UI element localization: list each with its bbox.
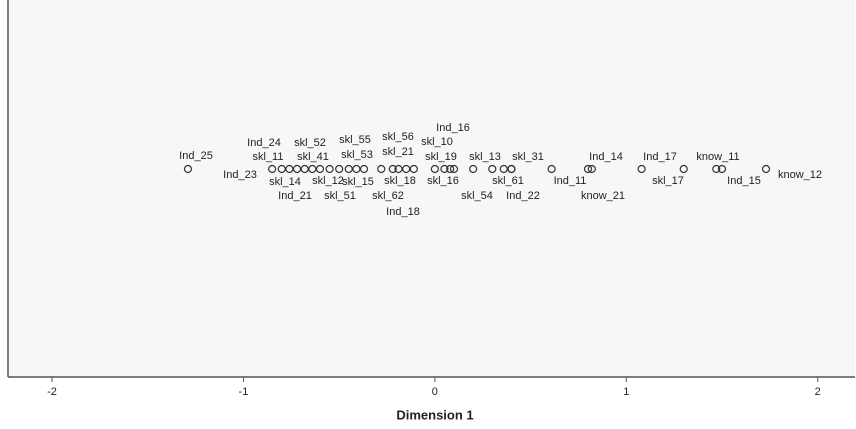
point-label: skl_16 [427, 175, 459, 187]
point-label: Ind_18 [386, 206, 420, 218]
point-label: Ind_16 [436, 122, 470, 134]
point-label: skl_12 [312, 175, 344, 187]
point-label: know_11 [696, 151, 739, 163]
point-label: Ind_14 [589, 151, 623, 163]
x-axis-title: Dimension 1 [396, 407, 473, 422]
x-tick-label: -1 [239, 386, 249, 398]
point-label: skl_11 [253, 151, 284, 163]
point-label: skl_41 [297, 151, 329, 163]
point-label: Ind_21 [278, 190, 312, 202]
x-tick-label: -2 [47, 386, 57, 398]
point-label: skl_13 [469, 151, 501, 163]
point-label: skl_14 [269, 176, 301, 188]
point-label: skl_19 [425, 151, 457, 163]
x-tick-label: 0 [432, 386, 438, 398]
point-label: skl_31 [512, 151, 544, 163]
point-label: skl_17 [652, 175, 684, 187]
point-label: Ind_17 [643, 151, 677, 163]
point-label: Ind_23 [223, 169, 257, 181]
point-label: know_21 [581, 190, 625, 202]
x-tick-label: 1 [623, 386, 629, 398]
chart: Dimension 1 -2-1012Ind_25Ind_23Ind_24skl… [0, 0, 856, 429]
point-label: skl_15 [342, 176, 374, 188]
point-label: Ind_24 [247, 137, 281, 149]
point-label: skl_61 [492, 175, 524, 187]
point-label: skl_53 [341, 149, 373, 161]
point-label: Ind_25 [179, 150, 213, 162]
point-label: skl_51 [324, 190, 356, 202]
point-label: skl_54 [461, 190, 493, 202]
point-label: skl_10 [421, 136, 453, 148]
point-label: Ind_15 [727, 175, 761, 187]
point-label: know_12 [778, 169, 822, 181]
point-label: skl_55 [339, 134, 371, 146]
point-label: skl_62 [372, 190, 404, 202]
point-label: skl_52 [294, 137, 326, 149]
point-label: skl_21 [382, 146, 414, 158]
point-label: Ind_22 [506, 190, 540, 202]
x-tick-label: 2 [815, 386, 821, 398]
point-label: skl_18 [384, 175, 416, 187]
point-label: skl_56 [382, 131, 414, 143]
plot-area [8, 0, 855, 377]
point-label: Ind_11 [554, 175, 587, 187]
